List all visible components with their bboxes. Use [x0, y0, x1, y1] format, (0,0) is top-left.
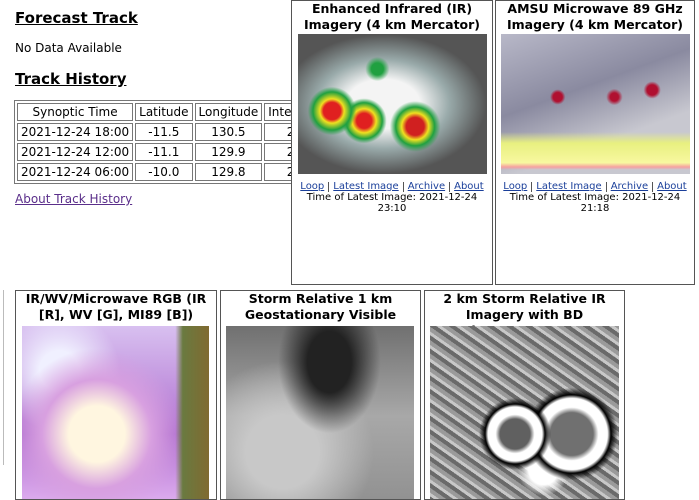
image-link[interactable]: Loop [300, 181, 325, 192]
table-cell: 129.8 [194, 163, 263, 181]
table-cell: 2021-12-24 18:00 [17, 123, 134, 141]
header-row: Synoptic TimeLatitudeLongitudeIntensity [17, 103, 325, 121]
satellite-image[interactable] [430, 326, 619, 499]
latest-time: Time of Latest Image: 2021-12-24 23:10 [306, 192, 478, 214]
track-table: Synoptic TimeLatitudeLongitudeIntensity 2… [14, 100, 328, 184]
satellite-image[interactable] [22, 326, 209, 499]
forecast-title: Forecast Track [15, 9, 138, 27]
column-header: Latitude [135, 103, 193, 121]
satellite-image[interactable] [298, 34, 487, 174]
table-cell: -11.1 [135, 143, 193, 161]
imagery-panel: Enhanced Infrared (IR) Imagery (4 km Mer… [291, 0, 493, 285]
column-header: Synoptic Time [17, 103, 134, 121]
imagery-panel: AMSU Microwave 89 GHz Imagery (4 km Merc… [495, 0, 695, 285]
panel-title: IR/WV/Microwave RGB (IR [R], WV [G], MI8… [25, 291, 207, 322]
table-cell: 2021-12-24 06:00 [17, 163, 134, 181]
panel-title: AMSU Microwave 89 GHz Imagery (4 km Merc… [506, 1, 684, 32]
satellite-image[interactable] [226, 326, 414, 499]
imagery-panel: Storm Relative 1 km Geostationary Visibl… [220, 290, 421, 500]
image-links: Loop Latest Image Archive About [292, 181, 492, 192]
imagery-panel: IR/WV/Microwave RGB (IR [R], WV [G], MI8… [15, 290, 217, 500]
table-cell: 130.5 [194, 123, 263, 141]
about-history-link[interactable]: About Track History [15, 192, 133, 206]
image-links: Loop Latest Image Archive About [496, 181, 694, 192]
no-data-message: No Data Available [15, 41, 122, 55]
table-cell: 2021-12-24 12:00 [17, 143, 134, 161]
table-cell: 129.9 [194, 143, 263, 161]
image-link[interactable]: Latest Image [328, 182, 402, 192]
latest-time: Time of Latest Image: 2021-12-24 21:18 [509, 192, 681, 214]
table-cell: -10.0 [135, 163, 193, 181]
satellite-image[interactable] [501, 34, 690, 174]
image-link[interactable]: Archive [402, 182, 449, 192]
image-link[interactable]: About [449, 182, 488, 192]
image-link[interactable]: About [652, 182, 691, 192]
panel-title: Enhanced Infrared (IR) Imagery (4 km Mer… [303, 1, 481, 32]
column-header: Longitude [194, 103, 263, 121]
imagery-panel: 2 km Storm Relative IR Imagery with BD E… [424, 290, 625, 500]
image-link[interactable]: Archive [605, 182, 652, 192]
left-rule [3, 290, 4, 465]
image-link[interactable]: Latest Image [531, 182, 605, 192]
history-title: Track History [15, 70, 127, 88]
image-link[interactable]: Loop [503, 181, 528, 192]
table-cell: -11.5 [135, 123, 193, 141]
